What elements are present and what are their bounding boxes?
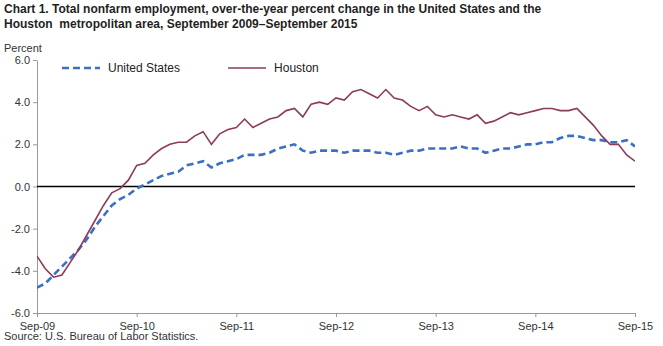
title-line: Chart 1. Total nonfarm employment, over-… <box>4 2 542 16</box>
y-tick-mark <box>33 229 37 230</box>
y-tick: 0.0 <box>15 181 37 193</box>
x-tick: Sep-13 <box>418 313 453 332</box>
legend-item: United States <box>62 61 180 75</box>
x-tick-label: Sep-12 <box>319 320 354 332</box>
title-line: Houston metropolitan area, September 200… <box>4 17 358 31</box>
x-tick-mark <box>535 313 536 317</box>
y-axis: -6.0 -4.0 -2.0 0.0 2.0 4.0 6.0 <box>11 54 37 319</box>
title: Chart 1. Total nonfarm employment, over-… <box>4 2 542 31</box>
legend: United States Houston <box>62 61 319 75</box>
y-tick-label: 6.0 <box>15 54 30 66</box>
x-tick-label: Sep-11 <box>220 320 255 332</box>
y-tick: 4.0 <box>15 96 37 108</box>
x-tick-label: Sep-15 <box>618 320 653 332</box>
y-tick-label: 2.0 <box>15 138 30 150</box>
legend-item: Houston <box>228 61 319 75</box>
legend-label: Houston <box>274 61 319 75</box>
y-tick-label: -4.0 <box>11 265 30 277</box>
y-tick-mark <box>33 271 37 272</box>
legend-swatch <box>228 67 266 69</box>
plot-area <box>37 90 635 288</box>
x-tick-mark <box>635 313 636 317</box>
y-label: Percent <box>4 42 42 54</box>
series-line <box>37 136 635 288</box>
x-tick-mark <box>436 313 437 317</box>
x-tick-label: Sep-14 <box>518 320 553 332</box>
y-tick-label: -2.0 <box>11 223 30 235</box>
y-tick: 6.0 <box>15 54 37 66</box>
x-tick: Sep-12 <box>319 313 354 332</box>
source: Source: U.S. Bureau of Labor Statistics. <box>4 330 198 342</box>
y-tick: -6.0 <box>11 307 37 319</box>
y-tick-mark <box>33 60 37 61</box>
y-tick-mark <box>33 187 37 188</box>
y-tick: -2.0 <box>11 223 37 235</box>
x-tick-mark <box>137 313 138 317</box>
series-line <box>37 90 635 278</box>
legend-label: United States <box>108 61 180 75</box>
y-tick-label: -6.0 <box>11 307 30 319</box>
y-tick: -4.0 <box>11 265 37 277</box>
zero-line <box>37 186 635 188</box>
x-tick-mark <box>336 313 337 317</box>
x-tick-mark <box>37 313 38 317</box>
y-tick-label: 0.0 <box>15 181 30 193</box>
y-tick: 2.0 <box>15 138 37 150</box>
y-tick-mark <box>33 144 37 145</box>
y-tick-mark <box>33 102 37 103</box>
x-tick: Sep-15 <box>618 313 653 332</box>
x-tick: Sep-11 <box>220 313 255 332</box>
y-tick-label: 4.0 <box>15 96 30 108</box>
legend-swatch <box>62 67 100 70</box>
x-tick-mark <box>236 313 237 317</box>
x-tick: Sep-14 <box>518 313 553 332</box>
chart: Chart 1. Total nonfarm employment, over-… <box>0 0 663 346</box>
x-tick-label: Sep-13 <box>418 320 453 332</box>
y-tick-mark <box>33 313 37 314</box>
